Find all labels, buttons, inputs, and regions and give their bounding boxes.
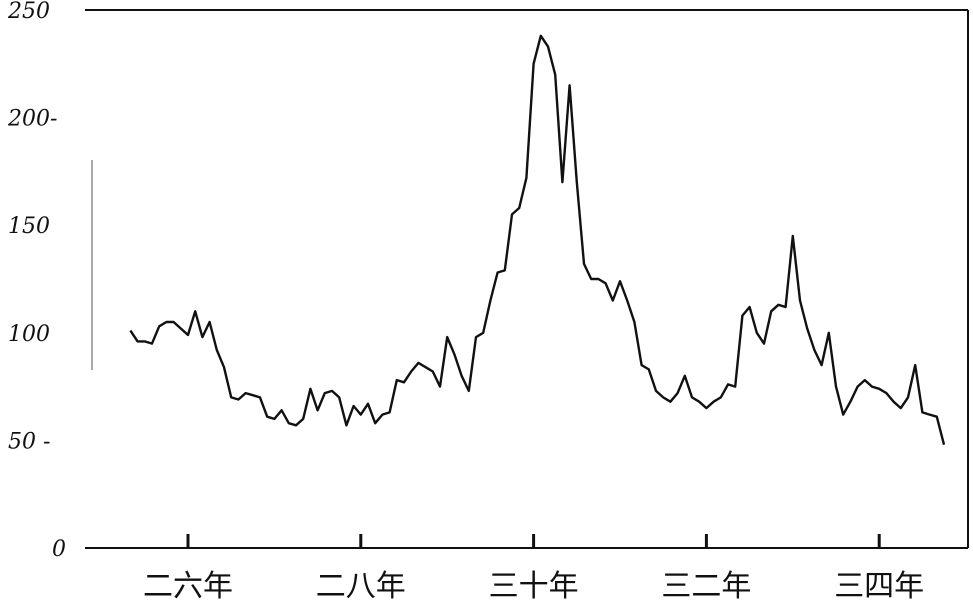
x-axis: 二六年 二八年 三十年 三二年 三四年 bbox=[143, 534, 924, 604]
x-tick-label: 三十年 bbox=[489, 569, 579, 604]
y-tick-label: 0 bbox=[52, 537, 66, 562]
x-tick-label: 三四年 bbox=[834, 569, 924, 604]
x-tick-label: 三二年 bbox=[661, 569, 751, 604]
y-tick-label: 100 bbox=[8, 322, 50, 347]
x-tick-label: 二六年 bbox=[143, 569, 233, 604]
y-tick-label: 150 bbox=[8, 214, 50, 239]
series-line bbox=[129, 34, 946, 445]
y-tick-label: 200- bbox=[7, 107, 57, 132]
y-tick-label: 50 - bbox=[8, 429, 50, 454]
y-axis: 0 50 - 100 150 200- 250 bbox=[7, 0, 66, 562]
y-tick-label: 250 bbox=[7, 0, 50, 24]
plot-frame bbox=[85, 9, 969, 549]
x-tick-label: 二八年 bbox=[316, 569, 406, 604]
series-layer bbox=[129, 34, 946, 445]
